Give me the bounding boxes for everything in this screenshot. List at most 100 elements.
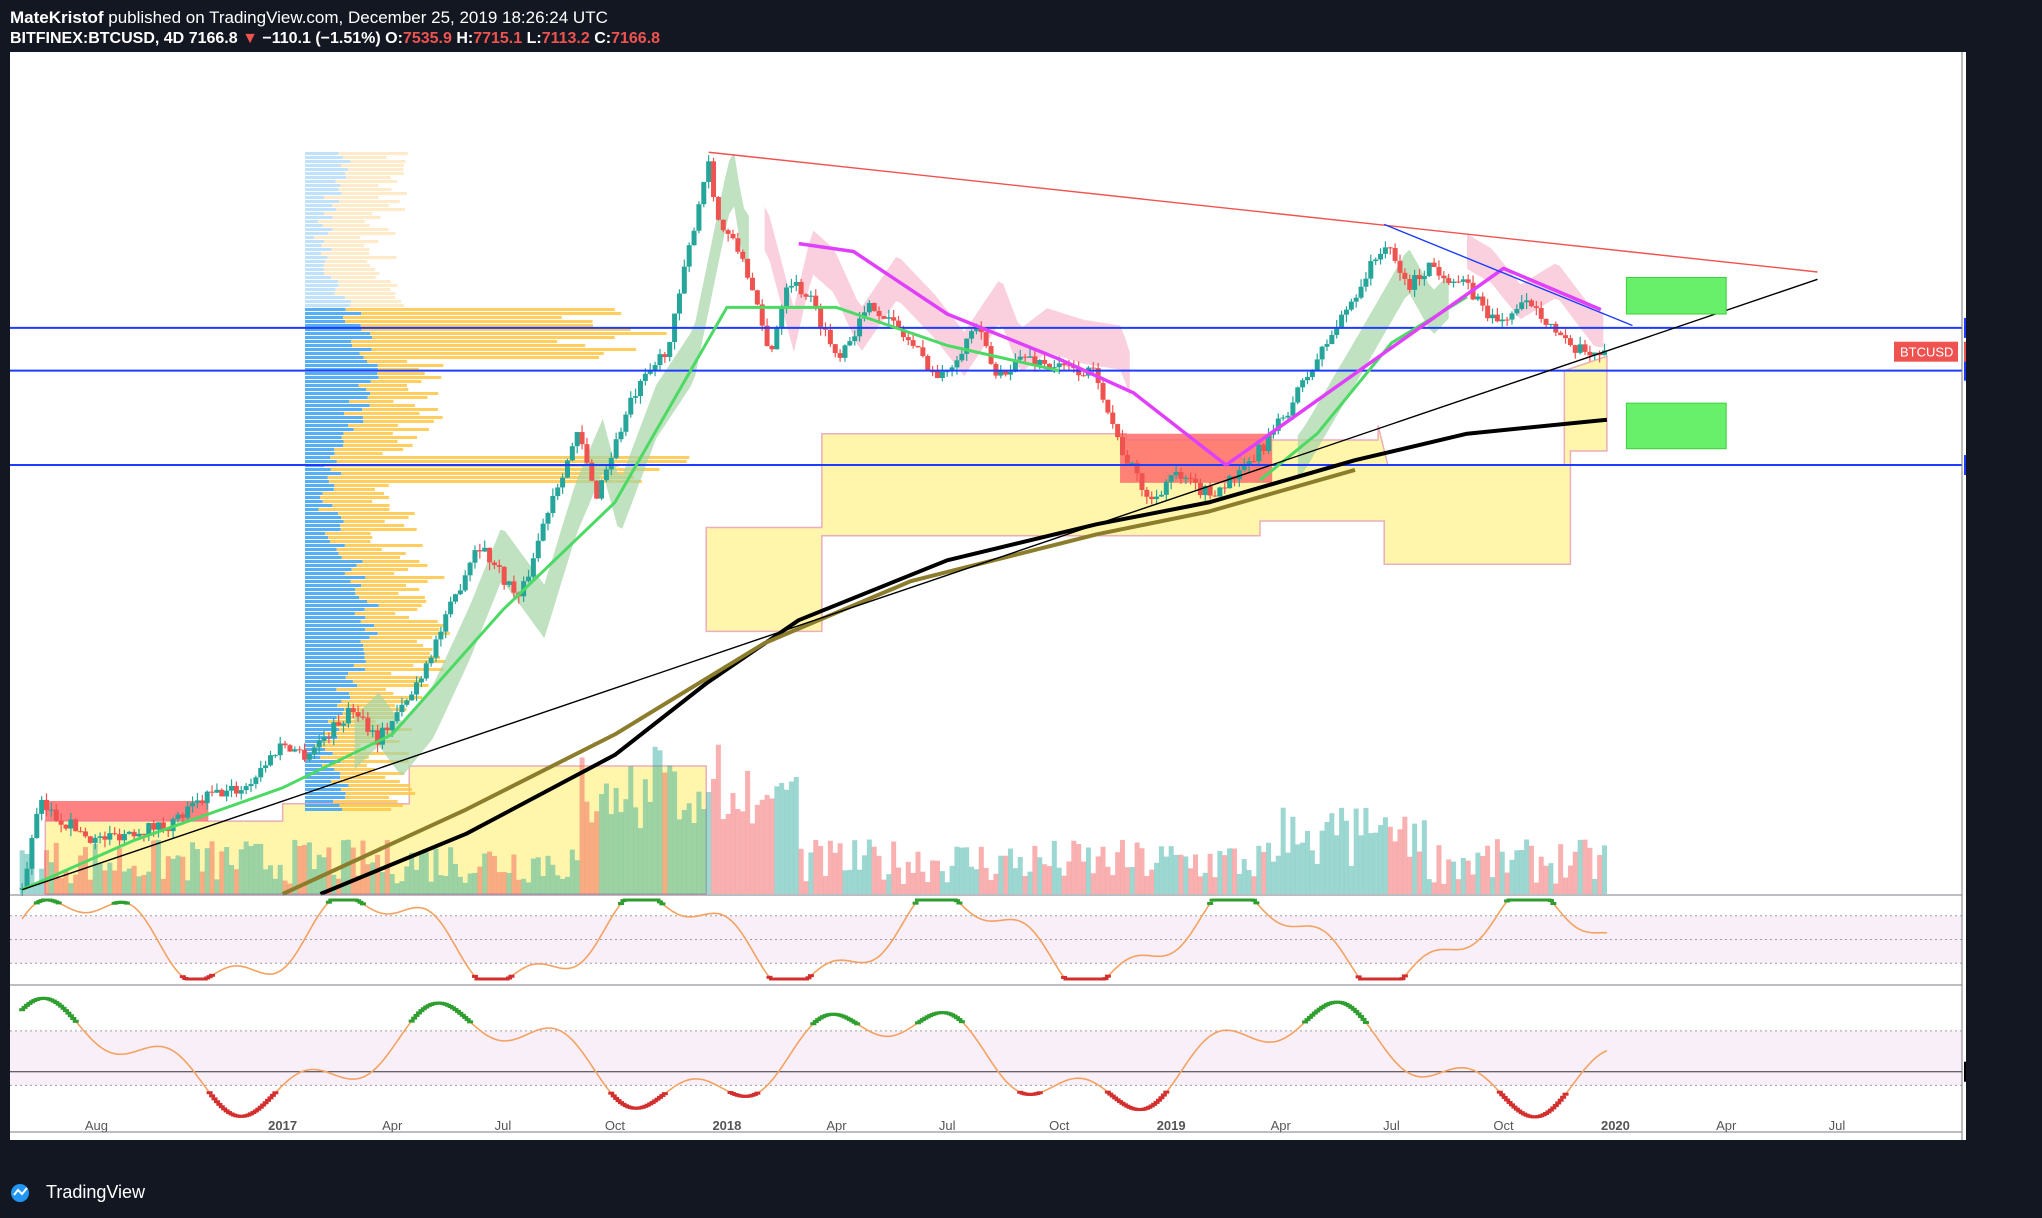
- candle-body: [1124, 454, 1130, 464]
- volume-bar: [409, 852, 415, 894]
- volume-bar: [350, 847, 356, 894]
- candle-body: [579, 432, 585, 445]
- candle-body: [394, 712, 400, 722]
- candle-body: [1407, 278, 1413, 290]
- candle-body: [1416, 275, 1422, 280]
- volume-bar: [1027, 871, 1033, 894]
- volume-profile-bar: [328, 536, 373, 539]
- oscillator-2-line-overbought: [467, 1020, 474, 1024]
- candle-body: [457, 590, 463, 595]
- chart-svg[interactable]: 32000.026000.020000.016000.013000.010000…: [10, 52, 2024, 1140]
- oscillator-2-line-overbought: [53, 1001, 60, 1005]
- low-label: L:: [526, 30, 542, 47]
- oscillator-1-line-overbought: [659, 902, 666, 906]
- volume-bar: [803, 881, 809, 894]
- candle-body: [808, 295, 814, 297]
- volume-profile-bar: [329, 540, 371, 543]
- volume-profile-bar: [325, 260, 368, 263]
- volume-bar: [1392, 841, 1398, 894]
- oscillator-2-line-oversold: [1499, 1093, 1506, 1097]
- candle-body: [1533, 306, 1539, 308]
- oscillator-1-line-oversold: [805, 976, 812, 980]
- volume-bar: [1543, 865, 1549, 894]
- candle-body: [306, 754, 312, 760]
- volume-bar: [414, 869, 420, 894]
- volume-profile-bar: [305, 232, 328, 235]
- volume-bar: [1509, 859, 1515, 894]
- oscillator-2-line-overbought: [1314, 1009, 1321, 1013]
- oscillator-2-line-oversold: [608, 1091, 615, 1095]
- candle-body: [1446, 278, 1452, 283]
- volume-profile-bar: [340, 184, 379, 187]
- volume-bar: [360, 840, 366, 894]
- candle-body: [190, 802, 196, 807]
- candle-body: [813, 295, 819, 307]
- time-tick-label: Apr: [1716, 1118, 1737, 1133]
- volume-bar: [754, 804, 760, 894]
- oscillator-2-line-overbought: [464, 1018, 471, 1022]
- volume-bar: [1343, 820, 1349, 894]
- volume-bar: [263, 869, 269, 894]
- candle-body: [433, 639, 439, 658]
- volume-profile-bar: [305, 264, 324, 267]
- candle-body: [253, 777, 259, 784]
- volume-bar: [798, 848, 804, 894]
- volume-bar: [1241, 859, 1247, 894]
- volume-bar: [1334, 835, 1340, 894]
- volume-profile-bar: [305, 364, 378, 367]
- volume-profile-bar: [305, 428, 354, 431]
- volume-bar: [214, 879, 220, 894]
- author-name[interactable]: MateKristof: [10, 8, 104, 27]
- volume-bar: [1300, 842, 1306, 894]
- volume-profile-bar: [346, 176, 391, 179]
- volume-bar: [1538, 856, 1544, 894]
- open-label: O:: [385, 30, 403, 47]
- time-tick-label: Apr: [382, 1118, 403, 1133]
- volume-bar: [457, 876, 463, 894]
- oscillator-2-line-overbought: [1302, 1020, 1309, 1024]
- volume-profile-bar: [305, 604, 379, 607]
- volume-profile-bar: [318, 508, 390, 511]
- volume-profile-bar: [305, 344, 353, 347]
- chart-canvas[interactable]: 32000.026000.020000.016000.013000.010000…: [10, 52, 2024, 1140]
- volume-bar: [1236, 873, 1242, 894]
- volume-bar: [599, 794, 605, 894]
- candle-body: [48, 809, 54, 811]
- volume-bar: [993, 873, 999, 894]
- volume-profile-bar: [305, 400, 350, 403]
- volume-bar: [1139, 848, 1145, 894]
- candle-body: [375, 730, 381, 745]
- volume-profile-bar: [354, 612, 396, 615]
- candle-body: [1475, 296, 1481, 300]
- volume-profile-bar: [377, 372, 425, 375]
- candle-body: [24, 868, 30, 889]
- oscillator-2-line-oversold: [1555, 1101, 1562, 1105]
- candle-body: [1402, 272, 1408, 279]
- volume-profile-bar: [305, 240, 325, 243]
- volume-profile-bar: [363, 420, 434, 423]
- volume-bar: [1173, 854, 1179, 894]
- candle-body: [418, 678, 424, 683]
- volume-profile-bar: [334, 448, 404, 451]
- oscillator-2-line-overbought: [1309, 1013, 1316, 1017]
- volume-profile-bar: [305, 292, 335, 295]
- candle-body: [491, 562, 497, 566]
- candle-body: [983, 332, 989, 347]
- close-label: C:: [594, 30, 612, 47]
- volume-bar: [482, 853, 488, 894]
- oscillator-2-line-oversold: [1547, 1108, 1554, 1112]
- candle-body: [754, 290, 760, 305]
- symbol-tag-label: BTCUSD: [1900, 345, 1953, 360]
- volume-profile-bar: [305, 796, 345, 799]
- oscillator-1-line-overbought: [912, 901, 919, 905]
- symbol-name[interactable]: BITFINEX:BTCUSD, 4D: [10, 30, 185, 47]
- volume-profile-bar: [305, 744, 316, 747]
- volume-profile-bar: [320, 252, 370, 255]
- candle-body: [355, 712, 361, 717]
- volume-profile-bar: [352, 680, 423, 683]
- volume-bar: [1480, 855, 1486, 894]
- volume-bar: [1119, 839, 1125, 894]
- brand-footer[interactable]: TradingView: [10, 1182, 145, 1203]
- level-tag: [1964, 317, 2024, 338]
- volume-bar: [1319, 830, 1325, 894]
